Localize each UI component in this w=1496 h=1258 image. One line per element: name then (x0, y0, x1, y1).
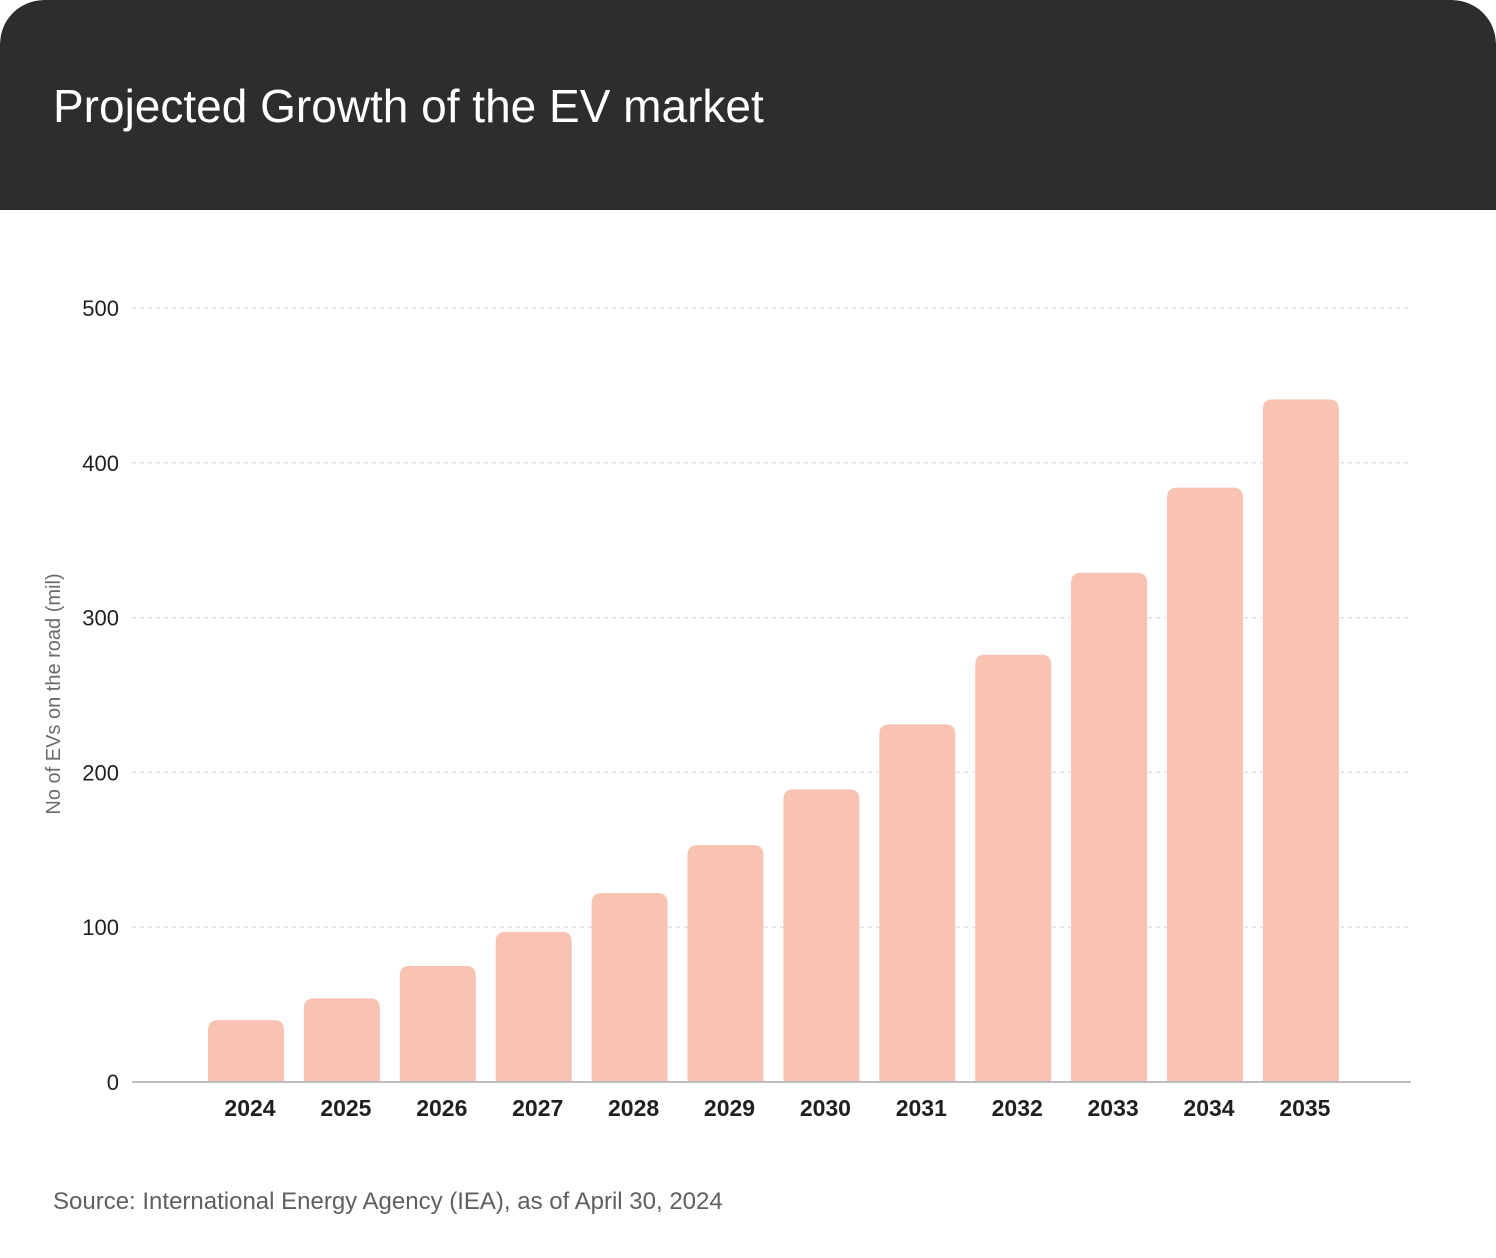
x-tick-label: 2032 (992, 1095, 1043, 1121)
bar-2030 (783, 789, 860, 1082)
x-tick-label: 2026 (416, 1095, 467, 1121)
bar-2035 (1262, 399, 1339, 1082)
x-tick-label: 2031 (896, 1095, 947, 1121)
chart-title: Projected Growth of the EV market (53, 80, 764, 132)
bar-2024 (208, 1020, 284, 1082)
bar-2033 (1071, 572, 1148, 1082)
bar-2032 (975, 654, 1052, 1082)
y-tick-label: 500 (82, 296, 119, 321)
y-tick-label: 400 (82, 451, 119, 476)
y-axis-title: No of EVs on the road (mil) (43, 573, 65, 814)
bar-2025 (303, 998, 380, 1082)
bars (208, 399, 1339, 1082)
chart-header: Projected Growth of the EV market (0, 0, 1496, 210)
y-tick-label: 0 (107, 1070, 119, 1095)
axes: 0 100 200 300 400 500 2024 2025 2026 2027 2028 2029… (82, 296, 1411, 1121)
x-tick-label: 2033 (1088, 1095, 1139, 1121)
x-tick-label: 2025 (320, 1095, 371, 1121)
x-tick-label: 2035 (1279, 1095, 1330, 1121)
bar-2028 (591, 893, 668, 1082)
x-tick-label: 2030 (800, 1095, 851, 1121)
x-tick-label: 2029 (704, 1095, 755, 1121)
x-tick-label: 2024 (224, 1095, 275, 1121)
y-tick-label: 200 (82, 760, 119, 785)
bar-2026 (399, 965, 476, 1082)
bar-2034 (1167, 487, 1243, 1082)
y-tick-label: 300 (82, 606, 119, 631)
x-tick-label: 2028 (608, 1095, 659, 1121)
source-note: Source: International Energy Agency (IEA… (53, 1188, 723, 1215)
x-tick-label: 2034 (1183, 1095, 1234, 1121)
bar-2029 (687, 845, 764, 1082)
x-tick-label: 2027 (512, 1095, 563, 1121)
bar-2027 (495, 931, 572, 1082)
bar-2031 (879, 724, 956, 1082)
y-tick-label: 100 (82, 915, 119, 940)
